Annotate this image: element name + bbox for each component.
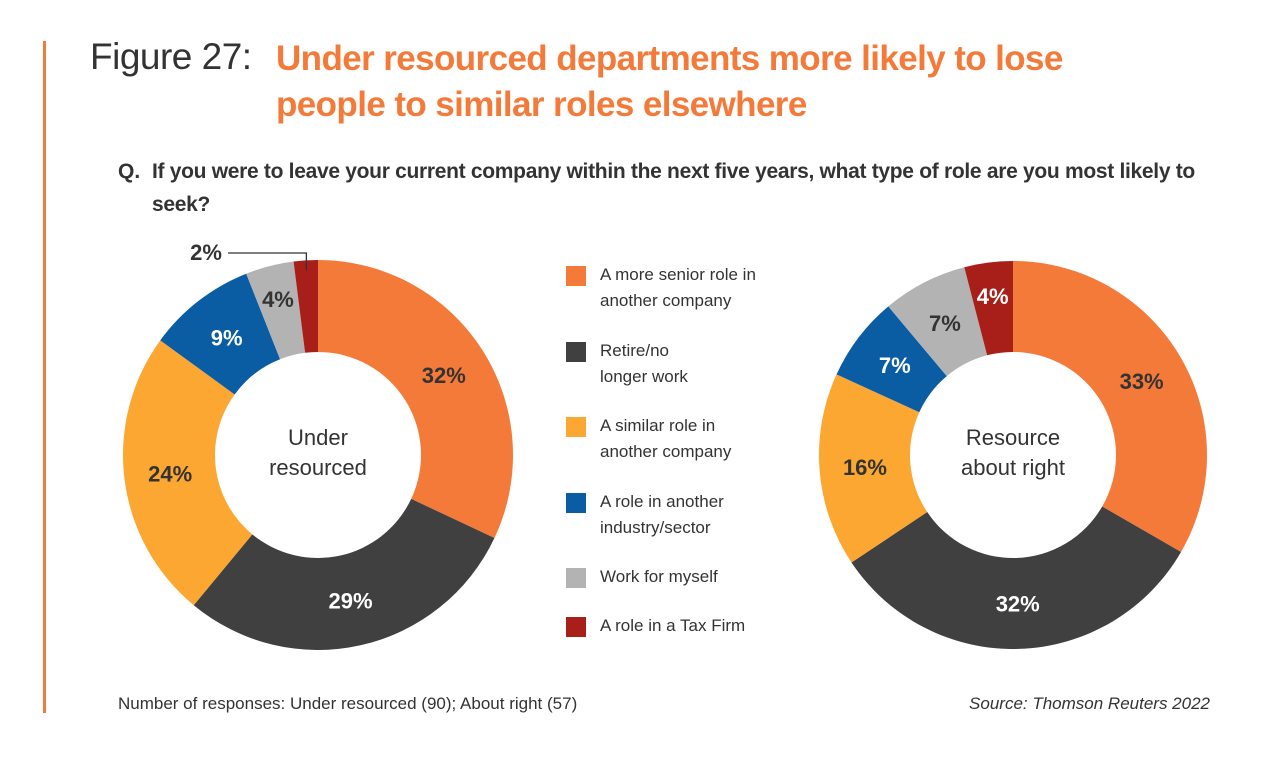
donut-under-resourced: 32% 29% 24% 9% 4% 2% Under resourced xyxy=(123,240,513,650)
legend-swatch xyxy=(566,266,586,286)
slice-value-label: 24% xyxy=(148,462,192,487)
donut-slice xyxy=(293,260,318,353)
donut-about-right: 33% 32% 16% 7% 7% 4% Resource about right xyxy=(819,261,1207,649)
slice-value-label: 16% xyxy=(843,455,887,480)
donut-slice xyxy=(160,273,281,395)
slice-value-label: 7% xyxy=(879,353,911,378)
legend-label: A similar role in another company xyxy=(600,416,732,461)
slice-value-label: 29% xyxy=(328,588,372,613)
legend-swatch xyxy=(566,417,586,437)
slice-value-label: 32% xyxy=(996,591,1040,616)
legend-swatch xyxy=(566,617,586,637)
slice-value-label: 4% xyxy=(977,284,1009,309)
callout-leader-line xyxy=(228,252,308,271)
legend-label: A role in another industry/sector xyxy=(600,492,724,537)
donut-slice xyxy=(193,498,495,650)
figure-title-line-1: Under resourced departments more likely … xyxy=(276,39,1063,78)
legend-swatch xyxy=(566,568,586,588)
question-text: If you were to leave your current compan… xyxy=(152,160,1195,216)
slice-value-label: 33% xyxy=(1120,369,1164,394)
legend-label: Work for myself xyxy=(600,567,718,586)
donut-slice xyxy=(888,267,988,377)
donut-center-label: Under resourced xyxy=(269,425,367,480)
question-prefix: Q. xyxy=(118,160,141,183)
slice-value-label: 9% xyxy=(211,325,243,350)
slice-value-label: 7% xyxy=(929,311,961,336)
legend-swatch xyxy=(566,342,586,362)
donut-center-label: Resource about right xyxy=(961,425,1065,480)
slice-value-label: 2% xyxy=(190,240,222,265)
donut-slice xyxy=(318,260,513,539)
legend-swatch xyxy=(566,493,586,513)
slice-value-label: 4% xyxy=(262,287,294,312)
donut-slice xyxy=(1013,261,1207,552)
legend-label: A role in a Tax Firm xyxy=(600,616,746,635)
figure-label: Figure 27: xyxy=(90,36,252,77)
legend-label: A more senior role in another company xyxy=(600,265,756,310)
legend-label: Retire/no longer work xyxy=(600,341,688,386)
donut-slice xyxy=(123,340,253,606)
donut-slice xyxy=(246,261,306,360)
donut-slice xyxy=(836,306,947,413)
donut-slice xyxy=(819,374,928,563)
slice-value-label: 32% xyxy=(422,363,466,388)
donut-slice xyxy=(964,261,1013,356)
figure-title: Under resourced departments more likely … xyxy=(276,36,1063,128)
source-note: Source: Thomson Reuters 2022 xyxy=(969,694,1210,713)
accent-bar xyxy=(43,41,46,713)
figure-title-line-2: people to similar roles elsewhere xyxy=(276,85,807,124)
responses-note: Number of responses: Under resourced (90… xyxy=(118,694,578,713)
donut-slice xyxy=(851,506,1182,649)
